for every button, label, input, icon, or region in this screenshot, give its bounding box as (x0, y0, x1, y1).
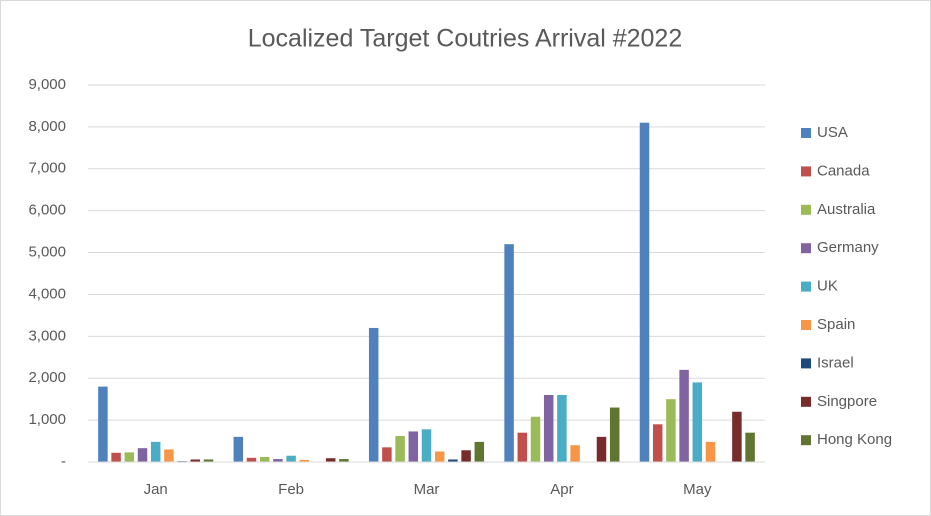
y-tick-label: 9,000 (28, 76, 66, 93)
bar (124, 452, 135, 462)
y-tick-label: - (61, 453, 66, 470)
x-tick-label: Feb (278, 481, 304, 498)
bar (745, 432, 755, 462)
y-tick-label: 2,000 (28, 369, 66, 386)
legend-swatch (801, 166, 811, 177)
legend-swatch (801, 204, 811, 215)
y-tick-label: 5,000 (28, 244, 66, 261)
bar (666, 399, 676, 462)
legend-label: Australia (817, 201, 876, 218)
bar (461, 450, 471, 462)
x-tick-label: May (683, 481, 712, 498)
legend-label: Canada (817, 162, 870, 179)
bar (233, 436, 244, 462)
x-tick-label: Mar (414, 481, 440, 498)
bar (137, 448, 148, 462)
legend-swatch (801, 358, 811, 369)
bar (557, 394, 567, 462)
bar (652, 424, 663, 462)
x-tick-label: Apr (550, 481, 573, 498)
legend-label: Israel (817, 354, 854, 371)
bar (570, 445, 580, 462)
legend-label: UK (817, 278, 838, 295)
bar (474, 441, 485, 462)
legend-label: USA (817, 124, 848, 141)
y-tick-label: 3,000 (28, 327, 66, 344)
legend-label: Spain (817, 316, 855, 333)
bar (246, 457, 257, 462)
legend-label: Singpore (817, 393, 877, 410)
bar (190, 459, 201, 462)
bar (339, 459, 349, 462)
x-tick-label: Jan (144, 481, 168, 498)
legend-swatch (801, 396, 811, 407)
y-tick-label: 4,000 (28, 285, 66, 302)
bar (517, 432, 528, 462)
legend-swatch (801, 128, 811, 138)
bar (273, 459, 283, 462)
bar (692, 382, 703, 462)
bar (543, 394, 554, 462)
bar (596, 436, 607, 462)
bar (395, 436, 405, 462)
y-tick-label: 7,000 (28, 160, 66, 177)
bar (504, 244, 514, 462)
y-tick-label: 6,000 (28, 202, 66, 219)
bar (530, 416, 541, 462)
bar (325, 458, 336, 462)
y-tick-label: 1,000 (28, 411, 66, 428)
y-tick-label: 8,000 (28, 118, 66, 135)
bar (368, 327, 379, 462)
bar (609, 407, 620, 462)
bar (705, 441, 716, 462)
bar (408, 431, 419, 462)
legend-label: Hong Kong (817, 431, 892, 448)
bar (150, 441, 161, 462)
bar (732, 411, 742, 462)
bar (299, 459, 310, 462)
bar (382, 447, 392, 462)
bar (111, 452, 121, 462)
bar (203, 459, 214, 462)
legend-swatch (801, 243, 811, 254)
bar (434, 451, 445, 462)
bar (164, 449, 174, 462)
bar (286, 455, 296, 462)
bar (259, 456, 270, 462)
legend-swatch (801, 320, 811, 330)
legend-swatch (801, 281, 811, 292)
bar (679, 369, 689, 462)
bar (639, 122, 650, 462)
chart-title: Localized Target Coutries Arrival #2022 (248, 25, 683, 53)
bar (98, 386, 108, 462)
legend-swatch (801, 435, 811, 446)
bar (448, 459, 458, 462)
bar (421, 429, 432, 462)
legend-label: Germany (817, 239, 879, 256)
